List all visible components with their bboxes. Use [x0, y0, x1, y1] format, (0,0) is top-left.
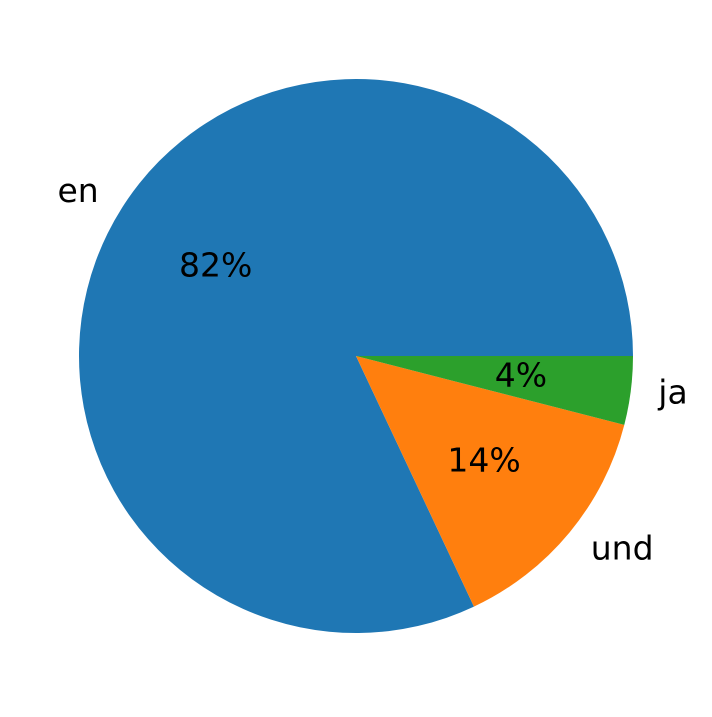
pie-slice	[356, 356, 625, 607]
pie-slice	[356, 356, 633, 425]
slice-label: en	[58, 171, 99, 210]
slice-label: ja	[657, 373, 687, 412]
pie-slice	[78, 78, 634, 633]
percent-label: 82%	[179, 245, 252, 284]
percent-label: 14%	[447, 440, 520, 479]
slice-label: und	[591, 529, 654, 568]
percent-label: 4%	[495, 355, 547, 394]
